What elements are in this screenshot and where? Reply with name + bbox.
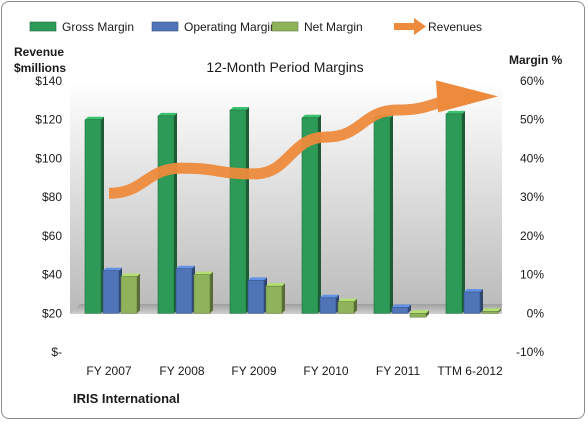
left-tick-label: $140	[35, 74, 62, 88]
left-tick-label: $120	[35, 113, 62, 127]
legend-swatch	[29, 21, 57, 32]
revenue-line-series	[108, 80, 498, 199]
legend-swatch	[151, 21, 179, 32]
left-tick-label: $100	[35, 151, 62, 165]
gross-margin-bar	[229, 107, 249, 314]
category-label: FY 2007	[86, 364, 131, 378]
right-tick-label: 50%	[520, 113, 544, 127]
gross-margin-bar	[445, 110, 465, 314]
chart-frame: Gross Margin Operating Margin Net Margin Re…	[1, 1, 585, 419]
y-left-label-line2: $millions	[14, 61, 66, 75]
left-tick-label: $60	[42, 229, 62, 243]
legend-arrow	[414, 18, 426, 35]
operating-margin-bar	[247, 277, 267, 314]
net-margin-bar	[265, 283, 285, 314]
category-label: FY 2008	[159, 364, 204, 378]
operating-margin-bar	[463, 288, 483, 314]
right-tick-label: -10%	[516, 345, 544, 359]
left-tick-label: $20	[42, 306, 62, 320]
operating-margin-bar	[102, 267, 122, 314]
legend-swatch	[394, 23, 416, 30]
gross-margin-bar	[157, 112, 177, 314]
legend-label: Net Margin	[304, 20, 363, 34]
category-label: FY 2009	[231, 364, 276, 378]
revenue-arrowhead	[436, 80, 498, 113]
right-tick-label: 10%	[520, 268, 544, 282]
legend: Gross Margin Operating Margin Net Margin Re…	[29, 18, 482, 35]
legend-label: Revenues	[428, 20, 482, 34]
gross-margin-bar	[301, 114, 321, 314]
right-tick-label: 60%	[520, 74, 544, 88]
chart-title: 12-Month Period Margins	[206, 59, 363, 75]
left-tick-label: $40	[42, 268, 62, 282]
gross-margin-bar	[84, 116, 104, 314]
company-name: IRIS International	[73, 391, 180, 406]
net-margin-bar	[481, 308, 501, 314]
legend-swatch	[271, 21, 299, 32]
right-tick-label: 0%	[527, 306, 545, 320]
legend-item-net-margin: Net Margin	[271, 20, 363, 34]
category-axis: FY 2007 FY 2008 FY 2009 FY 2010 FY 2011 TTM 6…	[86, 364, 503, 378]
y-right-label: Margin %	[509, 53, 563, 67]
operating-margin-bar	[175, 265, 195, 314]
right-axis: -10% 0% 10% 20% 30% 40% 50% 60%	[516, 74, 544, 359]
legend-label: Gross Margin	[62, 20, 134, 34]
y-left-label-line1: Revenue	[14, 45, 64, 59]
left-tick-label: $80	[42, 190, 62, 204]
left-tick-label: $-	[51, 345, 62, 359]
legend-item-operating-margin: Operating Margin	[151, 20, 277, 34]
left-axis: $- $20 $40 $60 $80 $100 $120 $140	[35, 74, 62, 359]
category-label: TTM 6-2012	[437, 364, 503, 378]
legend-item-revenues: Revenues	[394, 18, 482, 35]
revenue-line	[108, 92, 471, 199]
net-margin-bar	[193, 271, 213, 314]
legend-label: Operating Margin	[184, 20, 277, 34]
margins-chart: Gross Margin Operating Margin Net Margin Re…	[14, 18, 563, 406]
right-tick-label: 40%	[520, 151, 544, 165]
operating-margin-bar	[391, 304, 411, 314]
net-margin-bar	[337, 298, 357, 314]
gross-margin-bar	[373, 114, 393, 314]
legend-item-gross-margin: Gross Margin	[29, 20, 134, 34]
category-label: FY 2011	[376, 364, 421, 378]
plot-area	[70, 81, 502, 314]
operating-margin-bar	[319, 294, 339, 314]
right-tick-label: 30%	[520, 190, 544, 204]
net-margin-bar	[120, 273, 140, 314]
right-tick-label: 20%	[520, 229, 544, 243]
net-margin-bar	[409, 310, 429, 318]
category-label: FY 2010	[303, 364, 348, 378]
